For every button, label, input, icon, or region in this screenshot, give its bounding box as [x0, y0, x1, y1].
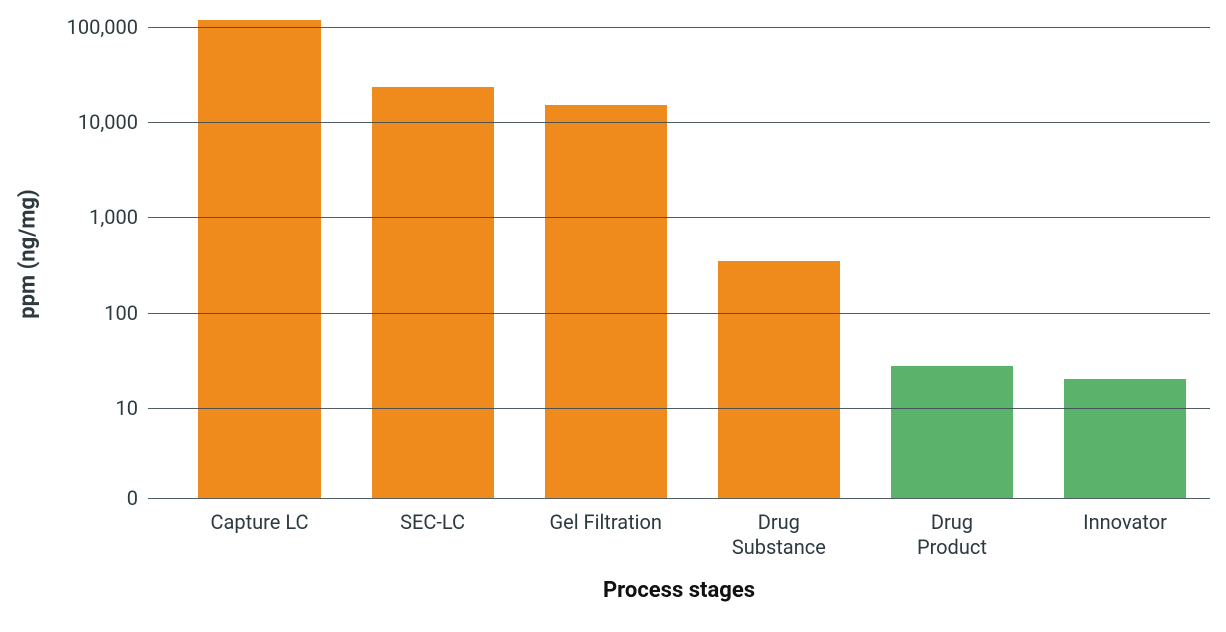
y-axis-title: ppm (ng/mg): [16, 189, 41, 318]
y-tick-label: 100,000: [67, 15, 148, 39]
x-axis-title: Process stages: [603, 578, 755, 603]
x-tick-label: Drug Product: [855, 510, 1048, 560]
bar: [1064, 379, 1186, 498]
y-tick-label: 1,000: [89, 205, 148, 229]
y-tick-label: 100: [104, 301, 148, 325]
plot-area: [148, 10, 1210, 498]
bar: [718, 261, 840, 498]
bars-layer: [148, 10, 1210, 498]
bar: [891, 366, 1013, 498]
x-tick-label: Innovator: [1028, 510, 1221, 535]
x-tick-label: Capture LC: [163, 510, 356, 535]
y-tick-label: 10,000: [78, 110, 148, 134]
bar: [198, 20, 320, 498]
gridline: [148, 27, 1210, 28]
bar: [372, 87, 494, 498]
x-tick-label: Drug Substance: [682, 510, 875, 560]
chart-container: ppm (ng/mg) Process stages 100,000 10,000…: [0, 0, 1226, 632]
gridline: [148, 217, 1210, 218]
x-tick-label: Gel Filtration: [509, 510, 702, 535]
x-tick-label: SEC-LC: [336, 510, 529, 535]
gridline: [148, 313, 1210, 314]
gridline: [148, 408, 1210, 409]
y-tick-label: 10: [116, 396, 148, 420]
gridline: [148, 122, 1210, 123]
bar: [545, 105, 667, 498]
y-tick-label: 0: [127, 486, 148, 510]
gridline: [148, 498, 1210, 499]
